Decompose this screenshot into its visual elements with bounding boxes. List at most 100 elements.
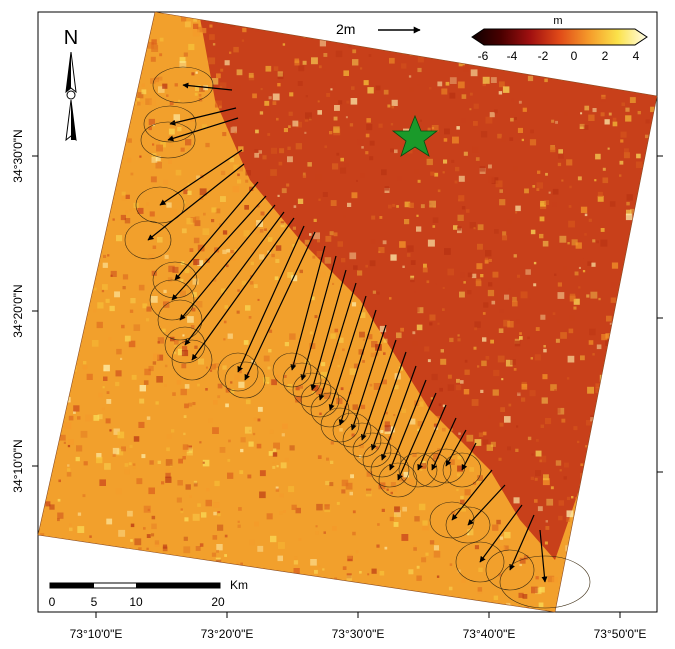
- raster-pixel: [487, 289, 495, 297]
- raster-pixel: [121, 191, 126, 196]
- raster-pixel: [202, 459, 210, 467]
- raster-pixel: [571, 496, 574, 499]
- displacement-arrow: [389, 379, 427, 471]
- raster-pixel: [342, 215, 346, 219]
- raster-pixel: [381, 169, 387, 176]
- raster-pixel: [202, 228, 210, 236]
- raster-pixel: [460, 499, 465, 505]
- raster-pixel: [481, 360, 487, 367]
- raster-pixel: [369, 140, 375, 146]
- raster-pixel: [544, 541, 548, 545]
- raster-pixel: [180, 388, 187, 396]
- error-ellipse: [485, 549, 535, 591]
- raster-pixel: [86, 373, 93, 380]
- raster-pixel: [422, 520, 428, 526]
- raster-pixel: [275, 488, 280, 492]
- raster-pixel: [180, 510, 184, 514]
- raster-pixel: [130, 172, 134, 176]
- raster-pixel: [208, 418, 214, 424]
- raster-pixel: [197, 503, 201, 507]
- raster-pixel: [422, 524, 429, 531]
- raster-pixel: [193, 480, 198, 485]
- error-ellipse: [224, 361, 266, 399]
- raster-pixel: [404, 219, 410, 225]
- raster-pixel: [229, 157, 235, 163]
- raster-pixel: [347, 555, 353, 562]
- raster-pixel: [535, 470, 541, 477]
- raster-pixel: [604, 119, 610, 125]
- raster-pixel: [144, 368, 151, 376]
- raster-pixel: [113, 428, 120, 435]
- raster-pixel: [369, 383, 373, 387]
- raster-pixel: [337, 364, 340, 368]
- raster-pixel: [495, 180, 503, 188]
- raster-pixel: [527, 436, 532, 441]
- raster-pixel: [323, 53, 328, 57]
- displacement-arrow: [184, 211, 285, 346]
- raster-pixel: [467, 529, 474, 536]
- raster-pixel: [146, 318, 150, 322]
- raster-pixel: [517, 274, 521, 278]
- raster-pixel: [265, 175, 270, 180]
- error-ellipse: [124, 220, 172, 260]
- raster-pixel: [436, 575, 440, 578]
- raster-pixel: [386, 488, 389, 491]
- raster-pixel: [420, 204, 425, 209]
- raster-pixel: [93, 287, 97, 291]
- raster-pixel: [205, 499, 212, 507]
- raster-pixel: [412, 341, 418, 347]
- raster-pixel: [334, 97, 338, 101]
- raster-pixel: [103, 254, 107, 258]
- raster-pixel: [293, 560, 299, 565]
- raster-pixel: [580, 463, 584, 467]
- raster-pixel: [108, 336, 112, 341]
- displacement-arrow: [159, 149, 243, 206]
- raster-pixel: [371, 341, 378, 348]
- raster-pixel: [194, 345, 198, 349]
- raster-pixel: [241, 39, 245, 42]
- raster-pixel: [318, 198, 321, 201]
- raster-pixel: [280, 221, 285, 225]
- error-ellipse: [332, 412, 372, 448]
- raster-pixel: [517, 386, 525, 394]
- raster-pixel: [223, 338, 226, 341]
- raster-pixel: [482, 431, 487, 436]
- raster-pixel: [159, 53, 163, 57]
- raster-pixel: [377, 523, 380, 526]
- error-ellipse: [445, 506, 491, 544]
- raster-pixel: [539, 586, 545, 593]
- raster-pixel: [317, 100, 320, 103]
- raster-pixel: [295, 399, 298, 403]
- raster-pixel: [409, 308, 412, 312]
- raster-pixel: [499, 81, 505, 88]
- raster-pixel: [344, 162, 349, 168]
- displacement-arrow: [244, 231, 316, 381]
- raster-pixel: [569, 315, 575, 321]
- raster-pixel: [213, 502, 220, 508]
- raster-pixel: [299, 385, 303, 389]
- raster-pixel: [577, 176, 582, 181]
- raster-pixel: [182, 334, 185, 337]
- raster-pixel: [264, 228, 267, 231]
- raster-pixel: [434, 172, 439, 177]
- raster-pixel: [397, 175, 403, 181]
- raster-pixel: [398, 366, 403, 371]
- raster-pixel: [485, 356, 490, 360]
- raster-pixel: [368, 407, 373, 411]
- raster-pixel: [237, 520, 240, 523]
- raster-pixel: [236, 561, 240, 565]
- raster-pixel: [606, 315, 612, 322]
- raster-pixel: [530, 476, 534, 480]
- raster-pixel: [143, 527, 146, 530]
- raster-pixel: [191, 72, 195, 76]
- raster-pixel: [497, 355, 505, 363]
- raster-pixel: [112, 218, 115, 221]
- raster-pixel: [367, 87, 374, 94]
- raster-pixel: [130, 539, 133, 542]
- raster-pixel: [183, 546, 191, 554]
- raster-pixel: [656, 147, 657, 153]
- raster-pixel: [295, 395, 302, 403]
- raster-pixel: [540, 424, 544, 428]
- raster-pixel: [279, 510, 283, 515]
- raster-pixel: [157, 237, 163, 243]
